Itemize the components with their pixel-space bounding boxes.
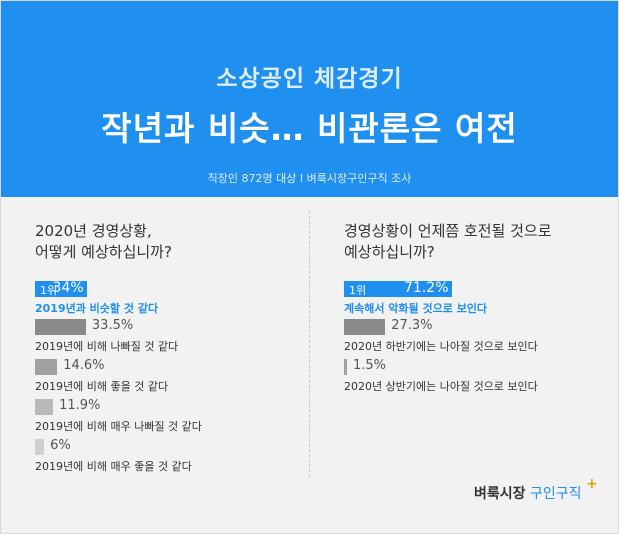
category-label: 2019년에 비해 좋을 것 같다 — [35, 380, 169, 393]
rank-label: 1위 — [40, 284, 58, 297]
value-label: 14.6% — [63, 358, 105, 373]
value-label: 6% — [50, 438, 71, 453]
value-label: 33.5% — [91, 318, 134, 333]
value-label: 71.2% — [404, 280, 449, 296]
value-label: 1.5% — [353, 358, 387, 373]
rank-label: 1위 — [349, 284, 367, 297]
header-subtitle: 소상공인 체감경기 — [216, 66, 403, 92]
value-label: 27.3% — [391, 318, 433, 333]
category-label: 2019년에 비해 매우 나빠질 것 같다 — [35, 420, 202, 433]
category-label: 2019년과 비슷할 것 같다 — [35, 302, 159, 315]
chart-bar — [35, 319, 86, 335]
chart-bar — [344, 359, 347, 375]
header-title: 작년과 비슷… 비관론은 여전 — [101, 109, 518, 148]
chart-bar — [35, 359, 58, 375]
plus-icon: + — [586, 476, 598, 492]
chart-bar — [35, 399, 54, 415]
chart-bar: 1위 71.2% — [344, 280, 452, 297]
category-label: 2019년에 비해 나빠질 것 같다 — [35, 340, 179, 353]
chart-bar: 1위 34% — [35, 280, 87, 297]
chart-bar — [344, 319, 386, 335]
value-label: 34% — [52, 280, 84, 296]
category-label: 2020년 상반기에는 나아질 것으로 보인다 — [344, 380, 538, 393]
column-divider — [309, 211, 310, 477]
logo-text-brand: 벼룩시장 — [474, 486, 526, 502]
survey-meta: 직장인 872명 대상 I 벼룩시장구인구직 조사 — [207, 172, 412, 185]
question-left: 2020년 경영상황, 어떻게 예상하십니까? — [35, 222, 172, 261]
category-label: 계속해서 악화될 것으로 보인다 — [344, 302, 488, 315]
category-label: 2020년 하반기에는 나아질 것으로 보인다 — [344, 340, 538, 353]
brand-logo: 벼룩시장 구인구직 — [474, 483, 582, 503]
value-label: 11.9% — [59, 398, 101, 413]
category-label: 2019년에 비해 매우 좋을 것 같다 — [35, 460, 192, 473]
chart-bar — [35, 439, 45, 455]
question-right: 경영상황이 언제쯤 호전될 것으로 예상하십니까? — [344, 222, 552, 261]
header-banner: 소상공인 체감경기 작년과 비슷… 비관론은 여전 직장인 872명 대상 I … — [1, 1, 618, 197]
logo-text-sub: 구인구직 — [529, 486, 582, 502]
